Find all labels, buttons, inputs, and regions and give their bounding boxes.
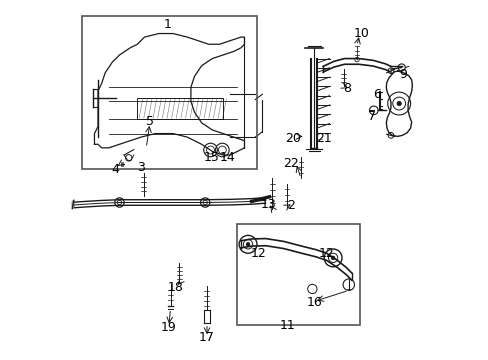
Text: 12: 12 [318,247,334,260]
Circle shape [246,243,249,246]
Circle shape [396,102,401,106]
Text: 14: 14 [219,151,235,165]
Text: 16: 16 [305,296,322,309]
Bar [82,16,257,169]
Text: 7: 7 [367,110,376,123]
Text: 8: 8 [343,82,351,95]
Text: 18: 18 [168,282,183,294]
Text: 21: 21 [315,132,331,145]
Text: 4: 4 [111,163,119,176]
Text: 9: 9 [399,68,407,81]
Ellipse shape [71,201,74,209]
Circle shape [331,256,334,260]
Text: 3: 3 [137,161,144,174]
Bar [236,224,359,325]
Text: 5: 5 [145,114,154,127]
Text: 15: 15 [203,151,219,165]
Text: 2: 2 [286,198,294,212]
Text: 19: 19 [161,321,176,334]
Text: 22: 22 [283,157,298,170]
Text: 17: 17 [199,332,215,345]
Text: 20: 20 [284,132,300,145]
Text: 12: 12 [250,247,265,260]
Text: 6: 6 [372,88,380,101]
Text: 13: 13 [261,198,276,211]
Text: 1: 1 [163,18,171,31]
Text: 11: 11 [279,319,295,332]
Text: 10: 10 [353,27,369,40]
